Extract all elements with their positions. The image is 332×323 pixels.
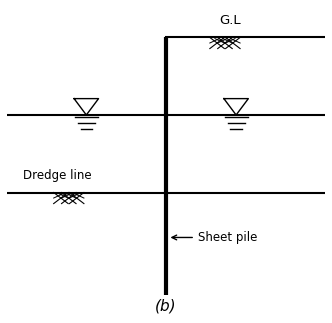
Text: Sheet pile: Sheet pile (172, 231, 257, 244)
Text: Dredge line: Dredge line (23, 169, 91, 182)
Text: (b): (b) (155, 298, 177, 313)
Text: G.L: G.L (219, 14, 241, 27)
